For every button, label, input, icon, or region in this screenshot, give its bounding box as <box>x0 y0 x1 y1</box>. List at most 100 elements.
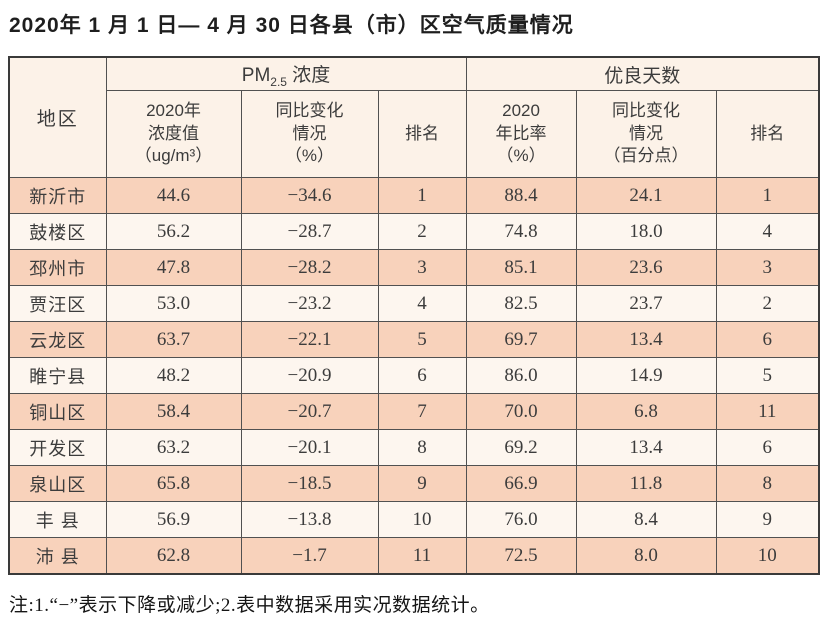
pm25-rank-cell: 2 <box>377 213 467 250</box>
region-cell: 鼓楼区 <box>8 213 107 250</box>
good-ratio-cell: 70.0 <box>465 393 577 430</box>
col-header-pm25-change: 同比变化 情况 （%） <box>240 90 379 178</box>
page-title: 2020年 1 月 1 日— 4 月 30 日各县（市）区空气质量情况 <box>9 14 574 37</box>
good-rank-cell: 3 <box>715 249 820 286</box>
col-header-pm25-rank: 排名 <box>377 90 467 178</box>
col-header-region: 地区 <box>8 56 107 178</box>
pm25-change-cell: −20.1 <box>240 429 379 466</box>
pm25-rank-cell: 8 <box>377 429 467 466</box>
pm25-rank-cell: 3 <box>377 249 467 286</box>
good-rank-cell: 9 <box>715 501 820 538</box>
good-ratio-cell: 85.1 <box>465 249 577 286</box>
good-change-cell: 13.4 <box>575 429 717 466</box>
article-page: 2020年 1 月 1 日— 4 月 30 日各县（市）区空气质量情况 地区 P… <box>0 9 825 617</box>
pm25-rank-cell: 5 <box>377 321 467 358</box>
pm25-change-cell: −20.7 <box>240 393 379 430</box>
col-header-good-ratio: 2020 年比率 （%） <box>465 90 577 178</box>
good-rank-cell: 1 <box>715 177 820 214</box>
region-cell: 贾汪区 <box>8 285 107 322</box>
good-change-cell: 23.7 <box>575 285 717 322</box>
pm25-rank-cell: 9 <box>377 465 467 502</box>
region-cell: 新沂市 <box>8 177 107 214</box>
good-ratio-cell: 76.0 <box>465 501 577 538</box>
region-cell: 邳州市 <box>8 249 107 286</box>
pm25-value-cell: 53.0 <box>105 285 242 322</box>
good-rank-cell: 5 <box>715 357 820 394</box>
region-cell: 泉山区 <box>8 465 107 502</box>
good-change-cell: 24.1 <box>575 177 717 214</box>
pm25-label-prefix: PM <box>241 64 271 86</box>
good-rank-cell: 6 <box>715 321 820 358</box>
pm25-change-cell: −20.9 <box>240 357 379 394</box>
good-ratio-cell: 88.4 <box>465 177 577 214</box>
col-header-good-rank: 排名 <box>715 90 820 178</box>
pm25-change-cell: −18.5 <box>240 465 379 502</box>
region-cell: 丰 县 <box>8 501 107 538</box>
good-ratio-cell: 82.5 <box>465 285 577 322</box>
good-rank-cell: 10 <box>715 537 820 575</box>
pm25-rank-cell: 10 <box>377 501 467 538</box>
region-cell: 睢宁县 <box>8 357 107 394</box>
pm25-rank-cell: 7 <box>377 393 467 430</box>
pm25-value-cell: 63.7 <box>105 321 242 358</box>
col-group-pm25: PM2.5 浓度 <box>105 56 467 91</box>
table-row: 邳州市 47.8 −28.2 3 85.1 23.6 3 <box>8 249 820 286</box>
region-cell: 开发区 <box>8 429 107 466</box>
good-change-cell: 13.4 <box>575 321 717 358</box>
table-row: 贾汪区 53.0 −23.2 4 82.5 23.7 2 <box>8 285 820 322</box>
pm25-value-cell: 56.9 <box>105 501 242 538</box>
pm25-rank-cell: 1 <box>377 177 467 214</box>
good-rank-cell: 11 <box>715 393 820 430</box>
region-cell: 铜山区 <box>8 393 107 430</box>
table-row: 睢宁县 48.2 −20.9 6 86.0 14.9 5 <box>8 357 820 394</box>
region-cell: 沛 县 <box>8 537 107 575</box>
table-row: 沛 县 62.8 −1.7 11 72.5 8.0 10 <box>8 537 820 575</box>
pm25-label-suffix: 浓度 <box>286 64 331 86</box>
pm25-rank-cell: 11 <box>377 537 467 575</box>
pm25-value-cell: 65.8 <box>105 465 242 502</box>
good-change-cell: 8.0 <box>575 537 717 575</box>
pm25-change-cell: −23.2 <box>240 285 379 322</box>
header-sub-row: 2020年 浓度值 （ug/m³） 同比变化 情况 （%） 排名 2020 年比… <box>9 90 820 178</box>
good-change-cell: 23.6 <box>575 249 717 286</box>
good-ratio-cell: 66.9 <box>465 465 577 502</box>
table-body: 新沂市 44.6 −34.6 1 88.4 24.1 1 鼓楼区 56.2 −2… <box>8 177 820 575</box>
good-ratio-cell: 74.8 <box>465 213 577 250</box>
pm25-rank-cell: 4 <box>377 285 467 322</box>
good-change-cell: 14.9 <box>575 357 717 394</box>
pm25-value-cell: 48.2 <box>105 357 242 394</box>
good-change-cell: 8.4 <box>575 501 717 538</box>
pm25-change-cell: −13.8 <box>240 501 379 538</box>
table-row: 新沂市 44.6 −34.6 1 88.4 24.1 1 <box>8 177 820 214</box>
pm25-value-cell: 56.2 <box>105 213 242 250</box>
pm25-change-cell: −28.7 <box>240 213 379 250</box>
pm25-change-cell: −34.6 <box>240 177 379 214</box>
col-header-pm25-value: 2020年 浓度值 （ug/m³） <box>105 90 242 178</box>
pm25-change-cell: −28.2 <box>240 249 379 286</box>
good-rank-cell: 8 <box>715 465 820 502</box>
table-row: 丰 县 56.9 −13.8 10 76.0 8.4 9 <box>8 501 820 538</box>
table-row: 铜山区 58.4 −20.7 7 70.0 6.8 11 <box>8 393 820 430</box>
good-ratio-cell: 86.0 <box>465 357 577 394</box>
header-group-row: 地区 PM2.5 浓度 优良天数 <box>8 56 820 178</box>
air-quality-table: 地区 PM2.5 浓度 优良天数 2020年 浓度值 （ug/m³） 同比变化 … <box>8 56 821 575</box>
good-change-cell: 6.8 <box>575 393 717 430</box>
good-rank-cell: 4 <box>715 213 820 250</box>
pm25-value-cell: 44.6 <box>105 177 242 214</box>
good-change-cell: 11.8 <box>575 465 717 502</box>
table-row: 泉山区 65.8 −18.5 9 66.9 11.8 8 <box>8 465 820 502</box>
col-group-good-days: 优良天数 <box>465 56 820 91</box>
pm25-value-cell: 47.8 <box>105 249 242 286</box>
pm25-value-cell: 62.8 <box>105 537 242 575</box>
footnote: 注:1.“−”表示下降或减少;2.表中数据采用实况数据统计。 <box>9 595 490 616</box>
table-row: 云龙区 63.7 −22.1 5 69.7 13.4 6 <box>8 321 820 358</box>
good-ratio-cell: 69.7 <box>465 321 577 358</box>
pm25-change-cell: −1.7 <box>240 537 379 575</box>
pm25-label-subscript: 2.5 <box>270 74 287 89</box>
col-header-good-change: 同比变化 情况 （百分点） <box>575 90 717 178</box>
good-ratio-cell: 72.5 <box>465 537 577 575</box>
pm25-rank-cell: 6 <box>377 357 467 394</box>
good-rank-cell: 2 <box>715 285 820 322</box>
good-ratio-cell: 69.2 <box>465 429 577 466</box>
pm25-value-cell: 63.2 <box>105 429 242 466</box>
